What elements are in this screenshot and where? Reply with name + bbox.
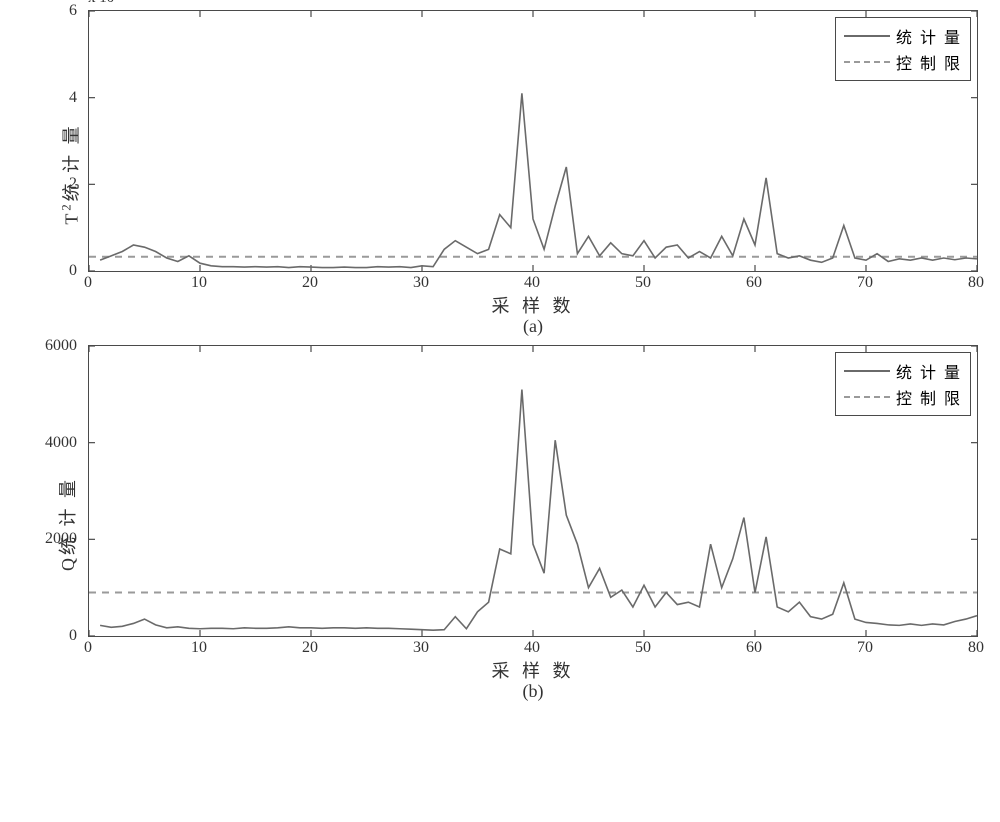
legend-stat-line-icon	[844, 370, 890, 372]
y-tick-label: 0	[69, 262, 77, 280]
x-tick-label: 20	[302, 639, 318, 657]
x-tick-label: 10	[191, 274, 207, 292]
x-tick-label: 30	[413, 274, 429, 292]
panel-a-exponent: x 10⁴	[88, 0, 119, 7]
y-tick-label: 6	[69, 2, 77, 20]
x-tick-label: 40	[524, 274, 540, 292]
panel-b: Q统 计 量 0200040006000 统 计 量 控 制 限 0102030…	[10, 345, 990, 702]
panel-a: x 10⁴ T2统 计 量 0246 统 计 量 控 制 限 010203040…	[10, 10, 990, 337]
legend-limit-line-icon	[844, 61, 890, 63]
x-tick-label: 70	[857, 274, 873, 292]
legend-stat-row: 统 计 量	[844, 24, 962, 48]
legend-limit-label: 控 制 限	[896, 385, 962, 409]
x-tick-label: 80	[968, 274, 984, 292]
y-tick-label: 6000	[45, 337, 77, 355]
x-tick-label: 10	[191, 639, 207, 657]
x-tick-label: 0	[84, 274, 92, 292]
y-tick-label: 2	[69, 175, 77, 193]
legend-stat-line-icon	[844, 35, 890, 37]
x-tick-label: 30	[413, 639, 429, 657]
x-tick-label: 60	[746, 274, 762, 292]
legend-stat-row: 统 计 量	[844, 359, 962, 383]
legend-stat-label: 统 计 量	[896, 24, 962, 48]
panel-a-x-label: 采 样 数	[88, 292, 978, 318]
x-tick-label: 20	[302, 274, 318, 292]
x-tick-label: 60	[746, 639, 762, 657]
panel-b-sub-label: (b)	[88, 681, 978, 702]
panel-a-x-ticks: 01020304050607080	[88, 272, 978, 292]
panel-a-plot-area: 0246 统 计 量 控 制 限	[88, 10, 978, 272]
panel-a-y-ticks: 0246	[11, 11, 83, 271]
x-tick-label: 70	[857, 639, 873, 657]
panel-b-x-ticks: 01020304050607080	[88, 637, 978, 657]
y-tick-label: 0	[69, 627, 77, 645]
panel-b-legend: 统 计 量 控 制 限	[835, 352, 971, 416]
panel-b-plot-area: 0200040006000 统 计 量 控 制 限	[88, 345, 978, 637]
legend-limit-line-icon	[844, 396, 890, 398]
panel-a-sub-label: (a)	[88, 316, 978, 337]
legend-limit-row: 控 制 限	[844, 50, 962, 74]
x-tick-label: 50	[635, 274, 651, 292]
y-tick-label: 4	[69, 89, 77, 107]
panel-b-y-ticks: 0200040006000	[11, 346, 83, 636]
x-tick-label: 50	[635, 639, 651, 657]
legend-limit-label: 控 制 限	[896, 50, 962, 74]
x-tick-label: 80	[968, 639, 984, 657]
panel-a-legend: 统 计 量 控 制 限	[835, 17, 971, 81]
panel-b-x-label: 采 样 数	[88, 657, 978, 683]
legend-stat-label: 统 计 量	[896, 359, 962, 383]
figure: x 10⁴ T2统 计 量 0246 统 计 量 控 制 限 010203040…	[10, 10, 990, 702]
x-tick-label: 40	[524, 639, 540, 657]
y-tick-label: 2000	[45, 530, 77, 548]
y-tick-label: 4000	[45, 434, 77, 452]
legend-limit-row: 控 制 限	[844, 385, 962, 409]
x-tick-label: 0	[84, 639, 92, 657]
